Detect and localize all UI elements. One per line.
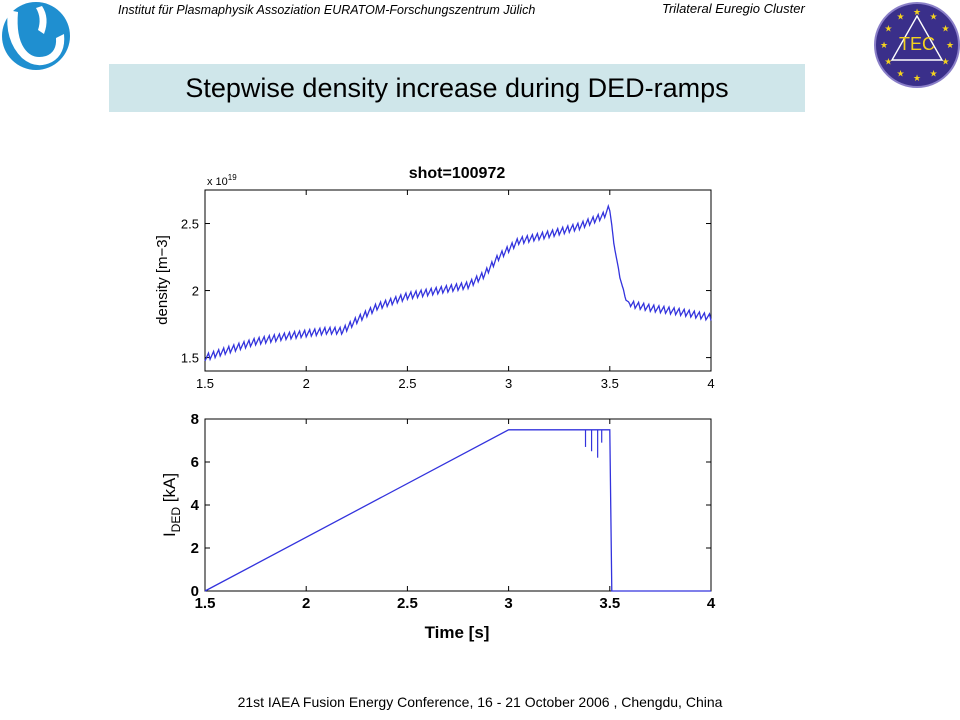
ded-y-tick-label: 6 xyxy=(191,454,199,471)
tec-logo: ★ ★ ★ ★ ★ ★ ★ ★ ★ ★ ★ ★ TEC xyxy=(874,2,960,88)
footer: 21st IAEA Fusion Energy Conference, 16 -… xyxy=(237,694,723,710)
ded-x-tick-label: 3.5 xyxy=(599,595,620,612)
density-axes-box xyxy=(204,189,712,372)
tec-star-icon: ★ xyxy=(884,25,892,35)
density-chart: shot=100972 x 1019 density [m−3] 1.5 2 2.5… xyxy=(154,165,715,391)
ded-series-line xyxy=(204,429,711,592)
density-y-multiplier: x 1019 xyxy=(207,173,237,188)
tec-star-icon: ★ xyxy=(929,70,937,80)
density-x-tick-label: 1.5 xyxy=(196,376,214,391)
density-y-label: density [m−3] xyxy=(154,235,171,325)
density-chart-title: shot=100972 xyxy=(409,165,506,182)
ded-x-tick-label: 4 xyxy=(707,595,716,612)
ded-y-tick-label: 8 xyxy=(191,411,199,428)
tec-star-icon: ★ xyxy=(946,41,954,51)
institute-header: Institut für Plasmaphysik Assoziation EU… xyxy=(118,3,536,17)
ded-x-tick-label: 1.5 xyxy=(195,595,216,612)
ded-x-tick-label: 2.5 xyxy=(397,595,418,612)
tec-star-icon: ★ xyxy=(880,41,888,51)
ded-x-tick-label: 2 xyxy=(302,595,310,612)
density-x-tick-label: 2 xyxy=(303,376,310,391)
ded-current-chart: IDED [kA] Time [s] 1.5 2 2.5 3 3.5 4 0 2 4 6 8 xyxy=(160,411,716,642)
ded-x-tick-label: 3 xyxy=(504,595,512,612)
density-y-tick-label: 2.5 xyxy=(181,217,199,232)
juelich-logo xyxy=(2,2,70,70)
title-bar: Stepwise density increase during DED-ram… xyxy=(109,64,805,112)
tec-star-icon: ★ xyxy=(942,25,950,35)
density-series-line xyxy=(204,203,712,362)
page-title: Stepwise density increase during DED-ram… xyxy=(185,73,729,103)
tec-star-icon: ★ xyxy=(913,74,921,84)
tec-star-icon: ★ xyxy=(896,70,904,80)
ded-y-tick-label: 4 xyxy=(191,497,200,514)
density-y-tick-label: 1.5 xyxy=(181,351,199,366)
ded-x-label: Time [s] xyxy=(425,623,490,642)
tec-star-icon: ★ xyxy=(884,58,892,68)
tec-logo-text: TEC xyxy=(899,34,935,54)
density-y-tick-label: 2 xyxy=(192,284,199,299)
tec-star-icon: ★ xyxy=(942,58,950,68)
tec-star-icon: ★ xyxy=(913,8,921,18)
ded-y-tick-label: 0 xyxy=(191,583,199,600)
tec-star-icon: ★ xyxy=(896,12,904,22)
ded-y-label: IDED [kA] xyxy=(160,473,183,537)
density-x-tick-label: 4 xyxy=(707,376,714,391)
tec-star-icon: ★ xyxy=(929,12,937,22)
density-x-tick-label: 3.5 xyxy=(601,376,619,391)
density-x-tick-label: 2.5 xyxy=(398,376,416,391)
cluster-header: Trilateral Euregio Cluster xyxy=(662,1,805,16)
density-x-tick-label: 3 xyxy=(505,376,512,391)
ded-axes-box xyxy=(204,418,712,592)
ded-y-tick-label: 2 xyxy=(191,540,199,557)
